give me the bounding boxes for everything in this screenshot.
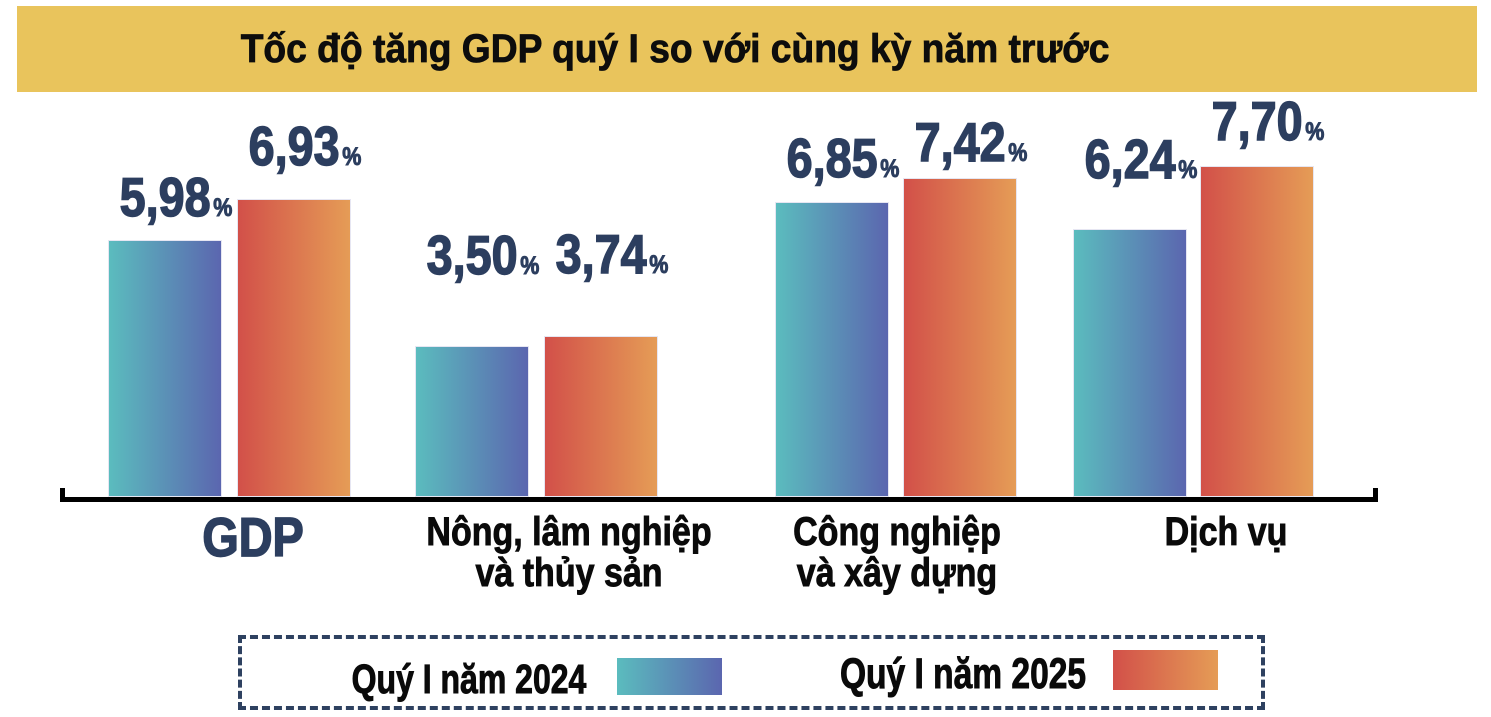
category-label-gdp: GDP [202, 506, 305, 568]
value-label-2025-nong-lam-nghiep-va-thuy-san: 3,74% [555, 226, 669, 283]
value-text: 3,74 [555, 223, 647, 285]
value-text: 6,85 [786, 127, 878, 189]
chart-title-banner: Tốc độ tăng GDP quý I so với cùng kỳ năm… [17, 6, 1477, 92]
value-label-2025-gdp: 6,93% [248, 118, 362, 175]
legend-item-2024-label: Quý I năm 2024 [351, 656, 587, 702]
bar-2024-dich-vu [1073, 229, 1187, 497]
bar-2024-nong-lam-nghiep-va-thuy-san [415, 346, 529, 497]
value-label-2024-cong-nghiep-va-xay-dung: 6,85% [786, 130, 900, 187]
legend-swatch-2024 [617, 658, 722, 695]
category-label-dich-vu: Dịch vụ [1164, 510, 1288, 554]
percent-sign: % [649, 251, 669, 279]
value-text: 3,50 [426, 224, 518, 286]
bar-2025-cong-nghiep-va-xay-dung [903, 178, 1017, 497]
percent-sign: % [880, 155, 900, 183]
legend: Quý I năm 2024 Quý I năm 2025 [238, 635, 1265, 710]
percent-sign: % [1305, 118, 1325, 146]
chart-title: Tốc độ tăng GDP quý I so với cùng kỳ năm… [240, 26, 1110, 71]
percent-sign: % [213, 194, 233, 222]
legend-item-2025-label: Quý I năm 2025 [839, 650, 1087, 698]
value-text: 7,70 [1211, 90, 1303, 152]
bar-2024-cong-nghiep-va-xay-dung [775, 202, 889, 497]
value-label-2025-cong-nghiep-va-xay-dung: 7,42% [914, 114, 1028, 171]
bar-2025-gdp [237, 199, 351, 497]
value-text: 5,98 [119, 166, 211, 228]
value-label-2024-gdp: 5,98% [119, 169, 233, 226]
percent-sign: % [342, 143, 362, 171]
category-label-nong-lam-nghiep-va-thuy-san: Nông, lâm nghiệp và thủy sản [426, 510, 712, 595]
legend-swatch-2025 [1113, 650, 1218, 690]
value-text: 6,24 [1084, 128, 1176, 190]
value-label-2024-dich-vu: 6,24% [1084, 131, 1198, 188]
value-label-2025-dich-vu: 7,70% [1211, 93, 1325, 150]
bar-2025-dich-vu [1200, 166, 1314, 497]
percent-sign: % [1008, 139, 1028, 167]
bar-2024-gdp [108, 240, 222, 497]
value-text: 6,93 [248, 115, 340, 177]
category-label-cong-nghiep-va-xay-dung: Công nghiệp và xây dựng [793, 510, 1002, 595]
value-text: 7,42 [914, 111, 1006, 173]
x-axis-line [60, 497, 1378, 502]
bar-2025-nong-lam-nghiep-va-thuy-san [544, 336, 658, 497]
x-axis-tick-right [1373, 488, 1378, 502]
value-label-2024-nong-lam-nghiep-va-thuy-san: 3,50% [426, 227, 540, 284]
x-axis-tick-left [60, 488, 65, 502]
percent-sign: % [1178, 156, 1198, 184]
percent-sign: % [520, 252, 540, 280]
